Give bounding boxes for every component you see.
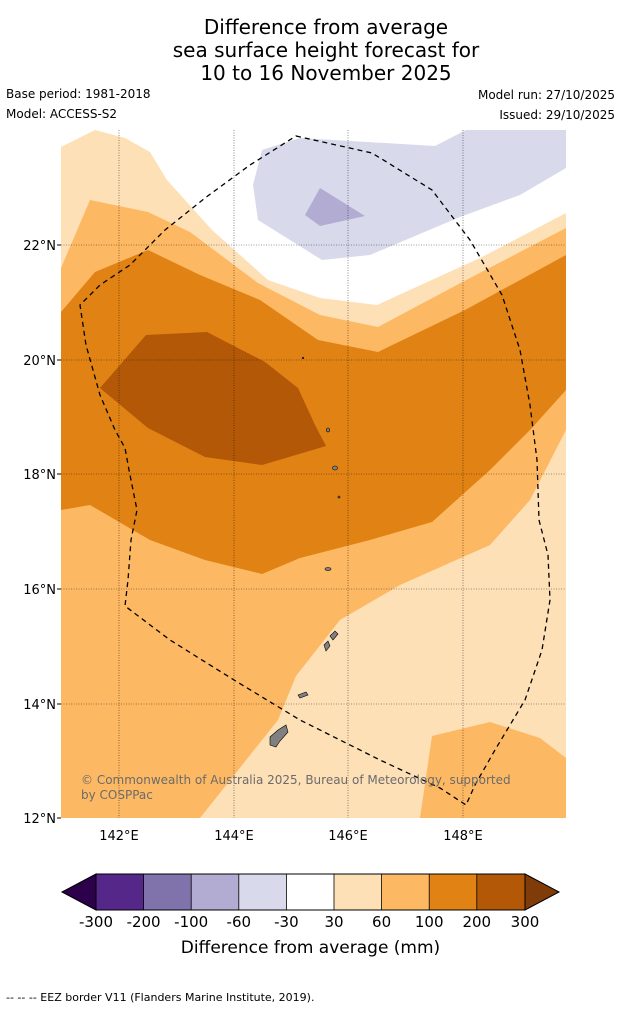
- colorbar-extend-low: [60, 873, 97, 911]
- model-run-label: Model run: 27/10/2025: [477, 88, 615, 102]
- colorbar-tick-30: 30: [324, 913, 343, 931]
- lon-label-142e: 142°E: [99, 829, 139, 844]
- colorbar-bin-4: [238, 874, 287, 910]
- island-17-5n: [337, 495, 341, 499]
- guam-island: [269, 724, 289, 748]
- colorbar-ticks: -300 -200 -100 -60 -30 30 60 100 200 300: [79, 913, 539, 931]
- longitude-axis: 142°E 144°E 146°E 148°E: [99, 829, 483, 844]
- colorbar-bin-3: [191, 874, 239, 910]
- colorbar-tick-minus-100: -100: [174, 913, 208, 931]
- colorbar-bin-2: [143, 874, 192, 910]
- title-line-3: 10 to 16 November 2025: [200, 61, 452, 85]
- colorbar-bin-7: [381, 874, 430, 910]
- colorbar-bin-9: [476, 874, 525, 910]
- colorbar-tick-minus-60: -60: [227, 913, 252, 931]
- graticule: [61, 130, 566, 818]
- colorbar-tick-minus-200: -200: [127, 913, 161, 931]
- anomaly-100-200-field: [61, 250, 566, 574]
- latitude-axis: 22°N 20°N 18°N 16°N 14°N 12°N: [23, 239, 56, 827]
- colorbar-title: Difference from average (mm): [180, 938, 441, 958]
- island-18n: [332, 465, 338, 471]
- island-16n: [324, 567, 332, 571]
- eez-border: [79, 135, 551, 806]
- anomaly-30-60-southeast-field: [200, 430, 566, 818]
- map-plot-area: [61, 130, 566, 818]
- colorbar: -300 -200 -100 -60 -30 30 60 100 200 300: [60, 873, 561, 931]
- lon-label-148e: 148°E: [443, 829, 483, 844]
- colorbar-tick-200: 200: [462, 913, 491, 931]
- title-line-1: Difference from average: [203, 15, 449, 39]
- colorbar-extend-high: [524, 873, 561, 911]
- island-20n: [301, 356, 305, 360]
- saipan-island: [329, 630, 339, 641]
- anomaly-minus-30-60-field: [253, 130, 566, 260]
- rota-island: [297, 691, 309, 699]
- eez-legend-note: -- -- -- EEZ border V11 (Flanders Marine…: [6, 991, 315, 1004]
- colorbar-bin-1: [96, 874, 144, 910]
- anomaly-minus-60-100-field: [305, 188, 365, 226]
- lat-label-18n: 18°N: [23, 468, 56, 483]
- colorbar-tick-60: 60: [372, 913, 391, 931]
- island-18-5n: [326, 427, 330, 433]
- colorbar-tick-100: 100: [415, 913, 444, 931]
- anomaly-200-300-field: [100, 332, 326, 465]
- colorbar-bin-6: [334, 874, 382, 910]
- lat-label-16n: 16°N: [23, 583, 56, 598]
- latitude-ticks: [57, 244, 61, 819]
- colorbar-tick-300: 300: [511, 913, 540, 931]
- colorbar-bin-8: [429, 874, 477, 910]
- colorbar-tick-minus-300: -300: [79, 913, 113, 931]
- model-label: Model: ACCESS-S2: [6, 107, 118, 121]
- colorbar-bin-5: [286, 874, 334, 910]
- tinian-island: [323, 640, 331, 652]
- lon-label-144e: 144°E: [214, 829, 254, 844]
- base-period-label: Base period: 1981-2018: [6, 87, 151, 101]
- colorbar-frame: [95, 873, 526, 911]
- issued-label: Issued: 29/10/2025: [499, 108, 615, 122]
- colorbar-tick-minus-30: -30: [274, 913, 299, 931]
- lon-label-146e: 146°E: [328, 829, 368, 844]
- lat-label-20n: 20°N: [23, 354, 56, 369]
- title-line-2: sea surface height forecast for: [172, 38, 480, 62]
- copyright-notice: © Commonwealth of Australia 2025, Bureau…: [81, 773, 511, 802]
- lat-label-12n: 12°N: [23, 812, 56, 827]
- map-title: Difference from average sea surface heig…: [0, 16, 621, 85]
- lat-label-14n: 14°N: [23, 698, 56, 713]
- islands: [269, 356, 341, 748]
- lat-label-22n: 22°N: [23, 239, 56, 254]
